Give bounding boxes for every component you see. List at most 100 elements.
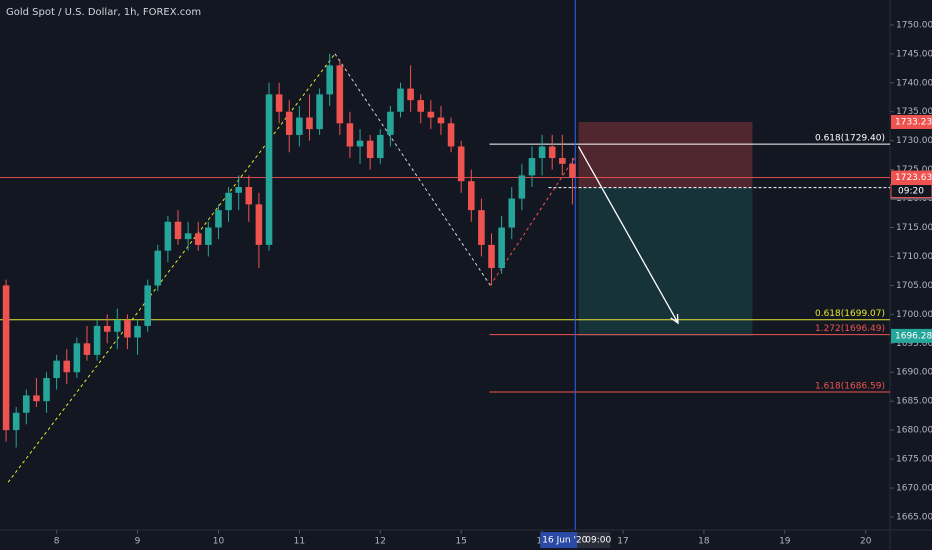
candle-body [225, 192, 232, 211]
candle-body [376, 134, 384, 159]
candle-body [397, 88, 404, 112]
y-tick-label: 1680.00 [896, 426, 932, 436]
candle-body [134, 325, 141, 338]
candle-body [468, 181, 475, 211]
candle-body [12, 412, 20, 431]
candle-body [114, 320, 121, 332]
candle-body [215, 210, 222, 228]
candle-body [93, 325, 101, 355]
current-price-marker: 1723.63 [895, 173, 932, 183]
candle-body [508, 198, 516, 228]
price-marker-bg [891, 114, 932, 129]
candle-body [366, 140, 374, 159]
y-tick-label: 1705.00 [896, 281, 932, 291]
x-tick-label: 18 [698, 537, 710, 547]
candle-body [538, 146, 546, 159]
candle-body [296, 117, 303, 135]
candle-body [63, 360, 71, 373]
candle-body [103, 325, 111, 332]
x-tick-label: 8 [54, 537, 60, 547]
candle-body [255, 204, 263, 245]
candle-body [417, 100, 425, 112]
candle-body [265, 94, 273, 245]
price-marker: 1733.23 [895, 117, 932, 127]
x-tick-label: 15 [455, 537, 466, 547]
candle-body [275, 94, 283, 112]
candle-body [437, 117, 445, 124]
candle-body [53, 360, 60, 379]
crosshair-time: 09:00 [585, 536, 611, 546]
y-tick-label: 1695.00 [896, 339, 932, 349]
fib-label: 1.272(1696.49) [815, 324, 885, 334]
y-tick-label: 1730.00 [896, 136, 932, 146]
candle-body [559, 158, 566, 164]
y-tick-label: 1715.00 [896, 223, 932, 233]
y-tick-label: 1690.00 [896, 368, 932, 378]
candle-body [184, 233, 192, 240]
y-tick-label: 1675.00 [896, 455, 932, 465]
candle-body [336, 65, 344, 124]
candle-body [387, 111, 394, 135]
candle-body [43, 378, 50, 402]
candle-body [83, 343, 91, 355]
y-tick-label: 1685.00 [896, 397, 932, 407]
candle-body [245, 186, 253, 205]
candle-body [356, 140, 364, 147]
y-tick-label: 1670.00 [896, 484, 932, 494]
candle-body [427, 111, 435, 118]
stop-zone [578, 121, 753, 188]
pattern-line [334, 53, 491, 286]
candle-body [205, 227, 212, 245]
y-tick-label: 1665.00 [896, 512, 932, 522]
candle-body [316, 94, 323, 130]
price-marker: 1696.28 [895, 331, 932, 341]
x-tick-label: 17 [617, 537, 628, 547]
current-price-marker-bg [891, 170, 932, 185]
x-tick-label: 19 [779, 537, 791, 547]
price-marker-bg [891, 328, 932, 343]
fib-label: 0.618(1729.40) [815, 134, 885, 144]
candle-body [124, 320, 131, 338]
candle-body [33, 395, 40, 402]
chart-title: Gold Spot / U.S. Dollar, 1h, FOREX.com [6, 7, 201, 18]
y-tick-label: 1710.00 [896, 252, 932, 262]
y-tick-label: 1740.00 [896, 78, 932, 88]
candle-body [2, 285, 10, 431]
fib-label: 1.618(1686.59) [815, 381, 885, 391]
y-tick-label: 1745.00 [896, 49, 932, 59]
candle-body [23, 395, 30, 413]
candle-body [164, 221, 172, 251]
candle-body [488, 244, 495, 269]
y-tick-label: 1735.00 [896, 107, 932, 117]
arrow-head [670, 314, 679, 325]
x-tick-label: 20 [860, 537, 872, 547]
candle-body [154, 250, 162, 286]
candle-body [528, 158, 536, 176]
x-tick-label: 11 [294, 537, 305, 547]
target-zone [578, 187, 753, 336]
candle-body [326, 65, 333, 95]
candle-body [144, 285, 151, 326]
crosshair-date-bg [540, 532, 578, 548]
countdown: 09:20 [898, 187, 924, 197]
candle-body [548, 146, 556, 159]
candle-body [407, 88, 414, 101]
candle-body [457, 146, 465, 182]
candle-body [518, 175, 526, 199]
candle-body [194, 233, 202, 245]
candle-body [569, 163, 576, 178]
y-tick-label: 1700.00 [896, 310, 932, 320]
candle-body [346, 123, 354, 147]
countdown-bg [890, 184, 932, 199]
x-tick-label: 9 [135, 537, 141, 547]
candle-body [73, 343, 81, 373]
x-tick-label: 12 [375, 537, 386, 547]
x-tick-label: 10 [213, 537, 225, 547]
fib-label: 0.618(1699.07) [815, 309, 885, 319]
candle-body [447, 123, 455, 147]
crosshair-date: 16 Jun '20 [542, 536, 587, 546]
candle-body [285, 111, 293, 135]
arrow [577, 146, 679, 324]
